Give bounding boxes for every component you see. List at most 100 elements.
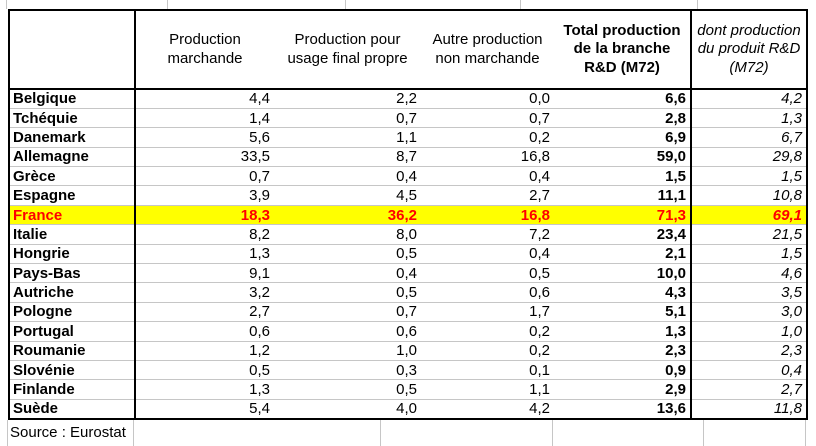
value-cell[interactable]: 4,6	[690, 263, 807, 283]
value-cell[interactable]: 0,4	[274, 166, 421, 186]
value-cell[interactable]: 0,1	[421, 359, 554, 380]
value-cell[interactable]: 1,1	[421, 379, 554, 400]
value-cell[interactable]: 0,9	[554, 359, 691, 380]
value-cell[interactable]: 4,4	[135, 88, 274, 109]
value-cell[interactable]: 0,7	[274, 301, 421, 322]
value-cell[interactable]: 2,3	[554, 340, 691, 361]
value-cell[interactable]: 2,7	[421, 185, 554, 206]
value-cell[interactable]: 2,7	[135, 301, 274, 322]
value-cell[interactable]: 0,6	[421, 282, 554, 303]
value-cell[interactable]: 1,3	[690, 107, 807, 128]
value-cell[interactable]: 0,5	[274, 282, 421, 303]
value-cell[interactable]: 1,5	[690, 166, 807, 186]
value-cell[interactable]: 4,2	[421, 398, 554, 419]
value-cell[interactable]: 5,4	[135, 398, 274, 419]
value-cell[interactable]: 2,2	[274, 88, 421, 109]
value-cell[interactable]: 3,2	[135, 282, 274, 303]
value-cell[interactable]: 4,0	[274, 398, 421, 419]
value-cell[interactable]: 2,7	[690, 379, 807, 400]
value-cell[interactable]: 0,2	[421, 340, 554, 361]
source-label[interactable]: Source : Eurostat	[10, 423, 126, 441]
country-cell[interactable]: France	[9, 204, 136, 225]
value-cell[interactable]: 6,9	[554, 127, 691, 148]
value-cell[interactable]: 1,1	[274, 127, 421, 148]
country-cell[interactable]: Grèce	[9, 166, 136, 186]
value-cell[interactable]: 21,5	[690, 224, 807, 245]
value-cell[interactable]: 9,1	[135, 263, 274, 283]
value-cell[interactable]: 10,8	[690, 185, 807, 206]
value-cell[interactable]: 1,5	[690, 243, 807, 264]
value-cell[interactable]: 16,8	[421, 204, 554, 225]
header-autre-production[interactable]: Autre production non marchande	[421, 10, 554, 90]
value-cell[interactable]: 13,6	[554, 398, 691, 419]
country-cell[interactable]: Belgique	[9, 88, 136, 109]
value-cell[interactable]: 29,8	[690, 146, 807, 167]
country-cell[interactable]: Espagne	[9, 185, 136, 206]
value-cell[interactable]: 0,7	[274, 107, 421, 128]
country-cell[interactable]: Danemark	[9, 127, 136, 148]
value-cell[interactable]: 0,4	[421, 243, 554, 264]
country-cell[interactable]: Hongrie	[9, 243, 136, 264]
value-cell[interactable]: 6,7	[690, 127, 807, 148]
value-cell[interactable]: 3,9	[135, 185, 274, 206]
value-cell[interactable]: 0,7	[421, 107, 554, 128]
value-cell[interactable]: 7,2	[421, 224, 554, 245]
value-cell[interactable]: 23,4	[554, 224, 691, 245]
value-cell[interactable]: 71,3	[554, 204, 691, 225]
value-cell[interactable]: 0,5	[274, 243, 421, 264]
value-cell[interactable]: 1,5	[554, 166, 691, 186]
value-cell[interactable]: 0,4	[421, 166, 554, 186]
value-cell[interactable]: 1,0	[274, 340, 421, 361]
country-cell[interactable]: Pays-Bas	[9, 263, 136, 283]
value-cell[interactable]: 1,4	[135, 107, 274, 128]
value-cell[interactable]: 36,2	[274, 204, 421, 225]
value-cell[interactable]: 3,5	[690, 282, 807, 303]
country-cell[interactable]: Italie	[9, 224, 136, 245]
header-dont-produit-rd[interactable]: dont production du produit R&D (M72)	[690, 10, 807, 90]
value-cell[interactable]: 6,6	[554, 88, 691, 109]
value-cell[interactable]: 2,9	[554, 379, 691, 400]
value-cell[interactable]: 4,3	[554, 282, 691, 303]
country-cell[interactable]: Pologne	[9, 301, 136, 322]
value-cell[interactable]: 0,4	[690, 359, 807, 380]
value-cell[interactable]: 11,1	[554, 185, 691, 206]
value-cell[interactable]: 11,8	[690, 398, 807, 419]
country-cell[interactable]: Allemagne	[9, 146, 136, 167]
value-cell[interactable]: 33,5	[135, 146, 274, 167]
value-cell[interactable]: 0,7	[135, 166, 274, 186]
value-cell[interactable]: 0,6	[135, 321, 274, 342]
value-cell[interactable]: 8,2	[135, 224, 274, 245]
value-cell[interactable]: 2,3	[690, 340, 807, 361]
country-cell[interactable]: Slovénie	[9, 359, 136, 380]
value-cell[interactable]: 8,0	[274, 224, 421, 245]
value-cell[interactable]: 1,3	[135, 243, 274, 264]
value-cell[interactable]: 2,8	[554, 107, 691, 128]
value-cell[interactable]: 2,1	[554, 243, 691, 264]
value-cell[interactable]: 1,7	[421, 301, 554, 322]
value-cell[interactable]: 0,3	[274, 359, 421, 380]
header-production-marchande[interactable]: Production marchande	[135, 10, 274, 90]
value-cell[interactable]: 0,0	[421, 88, 554, 109]
country-cell[interactable]: Portugal	[9, 321, 136, 342]
value-cell[interactable]: 3,0	[690, 301, 807, 322]
value-cell[interactable]: 5,1	[554, 301, 691, 322]
value-cell[interactable]: 1,3	[554, 321, 691, 342]
value-cell[interactable]: 5,6	[135, 127, 274, 148]
value-cell[interactable]: 0,2	[421, 321, 554, 342]
value-cell[interactable]: 4,2	[690, 88, 807, 109]
value-cell[interactable]: 0,2	[421, 127, 554, 148]
value-cell[interactable]: 18,3	[135, 204, 274, 225]
value-cell[interactable]: 0,5	[421, 263, 554, 283]
value-cell[interactable]: 1,0	[690, 321, 807, 342]
country-column-header[interactable]	[9, 10, 136, 90]
value-cell[interactable]: 59,0	[554, 146, 691, 167]
country-cell[interactable]: Roumanie	[9, 340, 136, 361]
value-cell[interactable]: 1,2	[135, 340, 274, 361]
country-cell[interactable]: Suède	[9, 398, 136, 419]
value-cell[interactable]: 8,7	[274, 146, 421, 167]
value-cell[interactable]: 69,1	[690, 204, 807, 225]
country-cell[interactable]: Autriche	[9, 282, 136, 303]
country-cell[interactable]: Tchéquie	[9, 107, 136, 128]
value-cell[interactable]: 1,3	[135, 379, 274, 400]
value-cell[interactable]: 0,5	[274, 379, 421, 400]
